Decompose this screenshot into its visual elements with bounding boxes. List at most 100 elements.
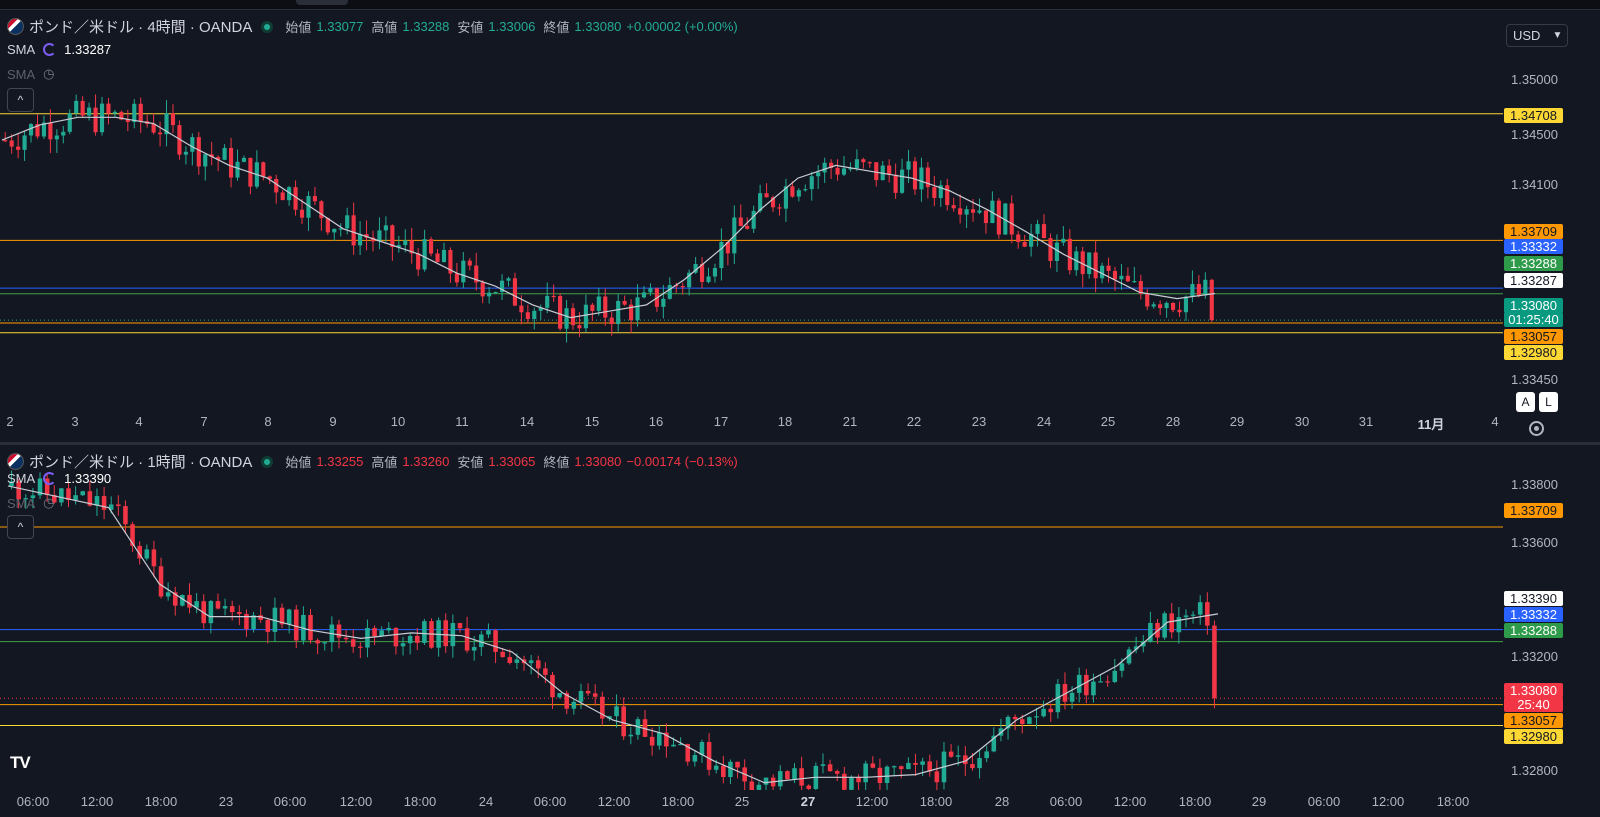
candle <box>880 160 885 181</box>
price-label: 1.33057 <box>1504 713 1563 728</box>
candle <box>1012 714 1018 731</box>
candle <box>616 293 621 332</box>
time-tick-label: 11月 <box>1417 417 1445 432</box>
candle <box>719 228 724 281</box>
candle <box>407 632 413 655</box>
eye-crossed-icon[interactable]: ◷ <box>43 495 55 510</box>
price-chart-4h[interactable] <box>0 10 1503 420</box>
settings-gear-icon[interactable] <box>1529 421 1544 436</box>
sma-indicator-row[interactable]: SMA 1.33287 <box>7 42 111 57</box>
candle <box>474 252 479 291</box>
candle <box>813 762 819 790</box>
candle <box>1048 703 1054 722</box>
candle <box>486 623 491 638</box>
candle <box>725 241 730 266</box>
candle <box>629 299 634 334</box>
time-tick-label: 12:00 <box>855 794 889 809</box>
candle <box>448 247 453 283</box>
candle <box>54 129 59 153</box>
candle <box>1009 195 1014 244</box>
time-tick-label: 29 <box>1251 794 1267 809</box>
sma-line[interactable] <box>1 116 1216 319</box>
price-tick-label: 1.35000 <box>1511 72 1558 87</box>
sma-indicator-row-hidden[interactable]: SMA ◷ <box>7 495 55 511</box>
candle <box>1145 288 1150 311</box>
currency-select[interactable]: USD ▼ <box>1506 24 1568 47</box>
candle <box>441 242 447 263</box>
candle <box>600 691 605 726</box>
candle <box>137 541 142 565</box>
candle <box>209 141 214 166</box>
candle <box>390 224 395 261</box>
collapse-legend-button[interactable]: ^ <box>7 88 34 112</box>
symbol-title[interactable]: ポンド／米ドル · 4時間 · OANDA <box>29 19 253 36</box>
candle <box>877 758 883 790</box>
candle <box>23 494 29 509</box>
candle <box>457 622 463 633</box>
auto-scale-button[interactable]: A <box>1516 392 1535 412</box>
candle <box>664 723 669 758</box>
price-chart-1h[interactable] <box>0 445 1503 790</box>
candle <box>1022 234 1027 248</box>
tradingview-logo[interactable]: TV <box>10 753 31 772</box>
candle <box>315 638 320 655</box>
candle <box>364 220 369 251</box>
chart-pane-1h[interactable]: ポンド／米ドル · 1時間 · OANDA 始値 1.33255 高値 1.33… <box>0 445 1600 817</box>
chart-pane-4h[interactable]: ポンド／米ドル · 4時間 · OANDA 始値 1.33077 高値 1.33… <box>0 10 1600 442</box>
price-axis[interactable]: 1.33800 1.33600 1.33200 1.32800 1.33709 1.333… <box>1503 445 1600 817</box>
gbpusd-flag-icon <box>7 453 24 470</box>
candle <box>621 697 626 741</box>
candle <box>692 749 698 767</box>
candle <box>393 627 399 655</box>
close-label: 終値 <box>543 20 570 35</box>
candle <box>1016 230 1021 249</box>
candle <box>796 188 801 202</box>
gbpusd-flag-icon <box>7 18 24 35</box>
candle <box>1158 300 1163 315</box>
candle <box>867 161 872 168</box>
candle <box>996 198 1001 239</box>
sma-indicator-row-hidden[interactable]: SMA ◷ <box>7 66 55 82</box>
candle <box>319 200 324 231</box>
sma-indicator-row[interactable]: SMA 1.33390 <box>7 471 111 486</box>
time-tick-label: 06:00 <box>1049 794 1083 809</box>
candle <box>409 227 414 264</box>
eye-crossed-icon[interactable]: ◷ <box>43 66 55 81</box>
candle <box>799 756 804 790</box>
candle <box>706 733 712 776</box>
candle <box>500 648 505 658</box>
candle <box>177 120 182 160</box>
candle <box>951 197 956 212</box>
price-axis[interactable]: 1.35000 1.34500 1.34100 1.33450 1.34708 1.337… <box>1503 10 1600 442</box>
pane-separator[interactable] <box>0 442 1600 445</box>
candle <box>377 217 382 250</box>
sma-line[interactable] <box>7 485 1219 784</box>
toolbar-tab[interactable] <box>296 0 348 5</box>
candle <box>1209 278 1214 322</box>
candle <box>863 760 868 790</box>
candle <box>74 94 79 117</box>
time-tick-label: 4 <box>1491 414 1499 429</box>
candle <box>738 204 743 227</box>
candle <box>983 210 989 234</box>
log-scale-button[interactable]: L <box>1539 392 1558 412</box>
candle <box>1106 257 1111 283</box>
chevron-up-icon: ^ <box>17 520 24 534</box>
candle <box>144 544 150 561</box>
candle <box>422 618 427 646</box>
collapse-legend-button[interactable]: ^ <box>7 515 34 539</box>
candle <box>180 594 185 607</box>
symbol-title[interactable]: ポンド／米ドル · 1時間 · OANDA <box>29 454 253 471</box>
candle <box>519 295 524 325</box>
time-tick-label: 12:00 <box>339 794 373 809</box>
time-axis[interactable]: 2 3 4 7 8 9 10 11 14 15 16 17 18 21 22 23 24 25 28 29 30 31 11… <box>0 410 1503 432</box>
time-axis[interactable]: 06:00 12:00 18:00 23 06:00 12:00 18:00 24 06:00 1… <box>0 790 1503 812</box>
time-tick-label: 06:00 <box>16 794 50 809</box>
symbol-legend: ポンド／米ドル · 1時間 · OANDA 始値 1.33255 高値 1.33… <box>7 451 738 472</box>
candle <box>37 472 43 499</box>
candle <box>130 521 135 552</box>
candle <box>336 619 342 649</box>
candle <box>1048 233 1053 269</box>
candle <box>654 287 659 312</box>
candle <box>216 155 221 172</box>
